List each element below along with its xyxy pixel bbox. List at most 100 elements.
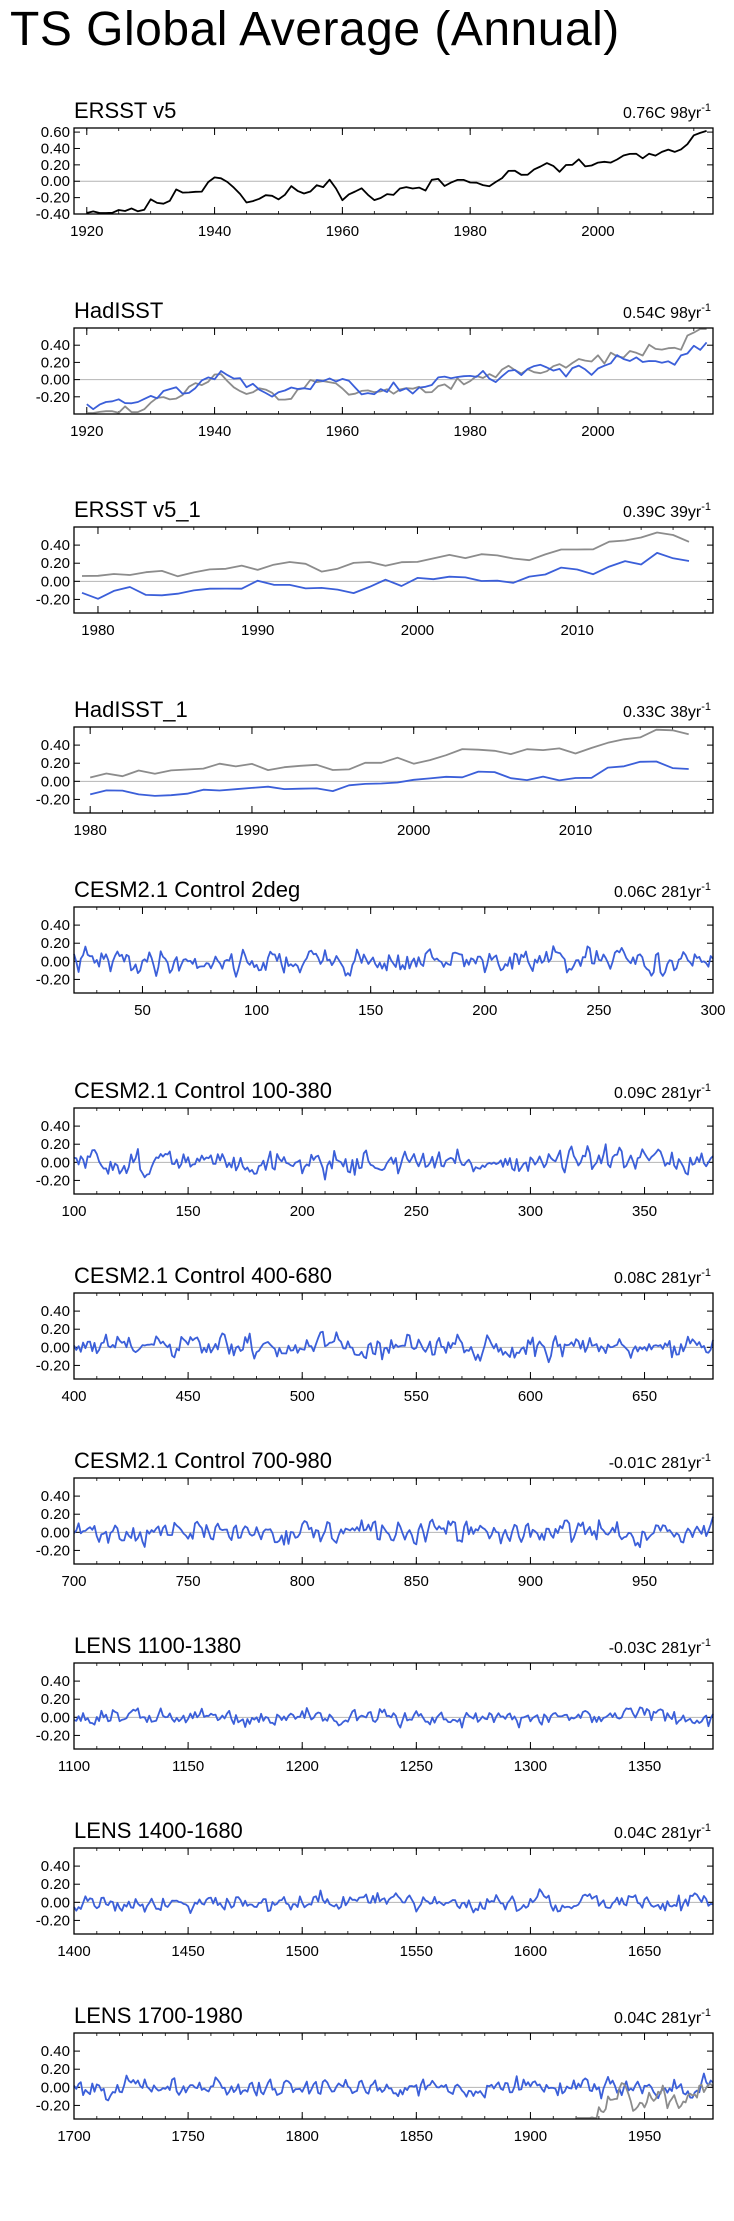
panel-title: CESM2.1 Control 400-680 xyxy=(74,1263,332,1288)
y-tick-label: 0.00 xyxy=(41,1154,70,1171)
y-tick-label: -0.20 xyxy=(36,971,70,988)
y-tick-label: 0.20 xyxy=(41,157,70,174)
y-tick-label: 0.00 xyxy=(41,1339,70,1356)
x-tick-label: 400 xyxy=(61,1388,86,1405)
panel-title: HadISST xyxy=(74,298,163,323)
x-tick-label: 600 xyxy=(518,1388,543,1405)
y-tick-label: -0.20 xyxy=(36,791,70,808)
x-tick-label: 1950 xyxy=(628,2128,661,2145)
panel-stat: 0.39C 39yr-1 xyxy=(623,501,711,521)
plot-frame xyxy=(73,2032,714,2120)
x-tick-label: 1450 xyxy=(171,1943,204,1960)
x-tick-label: 1500 xyxy=(286,1943,319,1960)
series-line-1 xyxy=(73,1888,714,1914)
x-tick-label: 1100 xyxy=(58,1758,90,1775)
y-tick-label: 0.20 xyxy=(41,354,70,371)
series-line-1 xyxy=(89,728,689,779)
panel-title: CESM2.1 Control 100-380 xyxy=(74,1078,332,1103)
panel-stat: -0.03C 281yr-1 xyxy=(609,1637,711,1657)
plot-frame xyxy=(73,127,714,215)
panel-stat: 0.33C 38yr-1 xyxy=(623,701,711,721)
y-tick-label: -0.20 xyxy=(36,1542,70,1559)
x-tick-label: 850 xyxy=(404,1573,429,1590)
x-tick-label: 1920 xyxy=(70,223,103,240)
panel-stat: 0.04C 281yr-1 xyxy=(614,1822,711,1842)
y-tick-label: -0.20 xyxy=(36,1357,70,1374)
series-line-2 xyxy=(86,341,708,411)
panel-title: HadISST_1 xyxy=(74,697,188,722)
panel-stat: 0.54C 98yr-1 xyxy=(623,302,711,322)
x-tick-label: 1250 xyxy=(400,1758,433,1775)
chart-panel-8: CESM2.1 Control 700-980 -0.01C 281yr-1 -0.… xyxy=(36,1448,714,1590)
x-tick-label: 750 xyxy=(176,1573,201,1590)
panel-stat: 0.76C 98yr-1 xyxy=(623,102,711,122)
y-tick-label: -0.20 xyxy=(36,1912,70,1929)
y-tick-label: -0.20 xyxy=(36,1727,70,1744)
page-title: TS Global Average (Annual) xyxy=(10,3,620,56)
panel-stat: 0.09C 281yr-1 xyxy=(614,1082,711,1102)
y-tick-label: 0.40 xyxy=(41,917,70,934)
series-line-1 xyxy=(73,1706,714,1729)
series-line-2 xyxy=(89,760,689,797)
chart-panel-2: HadISST 0.54C 98yr-1 -0.200.000.200.40 1920… xyxy=(36,298,714,440)
y-tick-label: 0.00 xyxy=(41,2079,70,2096)
x-tick-label: 1900 xyxy=(514,2128,547,2145)
y-tick-label: 0.00 xyxy=(41,372,70,389)
x-tick-label: 2000 xyxy=(581,423,614,440)
y-tick-label: 0.20 xyxy=(41,1691,70,1708)
chart-panel-5: CESM2.1 Control 2deg 0.06C 281yr-1-0.200.… xyxy=(36,877,726,1019)
y-tick-label: 0.20 xyxy=(41,1506,70,1523)
x-tick-label: 300 xyxy=(700,1002,725,1019)
x-tick-label: 1150 xyxy=(172,1758,204,1775)
y-tick-label: 0.40 xyxy=(41,1673,70,1690)
x-tick-label: 1400 xyxy=(57,1943,90,1960)
x-tick-label: 2010 xyxy=(561,622,594,639)
series-line-1 xyxy=(73,1516,714,1549)
chart-panel-11: LENS 1700-1980 0.04C 281yr-1 -0.200.000.20… xyxy=(36,2003,714,2145)
y-tick-label: 0.20 xyxy=(41,1136,70,1153)
chart-panel-1: ERSST v5 0.76C 98yr-1-0.40-0.200.000.200.… xyxy=(36,98,714,240)
panel-stat: -0.01C 281yr-1 xyxy=(609,1452,711,1472)
x-tick-label: 1960 xyxy=(326,223,359,240)
plot-frame xyxy=(73,906,714,994)
series-line-1 xyxy=(81,531,690,578)
y-tick-label: 0.00 xyxy=(41,1524,70,1541)
y-tick-label: 0.00 xyxy=(41,953,70,970)
x-tick-label: 1990 xyxy=(235,822,268,839)
y-tick-label: 0.40 xyxy=(41,2043,70,2060)
panel-title: LENS 1700-1980 xyxy=(74,2003,243,2028)
y-tick-label: -0.20 xyxy=(36,190,70,207)
y-tick-label: 0.40 xyxy=(41,537,70,554)
chart-panel-9: LENS 1100-1380 -0.03C 281yr-1 -0.200.000.2… xyxy=(36,1633,714,1775)
chart-panel-3: ERSST v5_1 0.39C 39yr-1 -0.200.000.200.40 1… xyxy=(36,497,714,639)
y-tick-label: 0.20 xyxy=(41,1876,70,1893)
y-tick-label: -0.20 xyxy=(36,2097,70,2114)
chart-panel-6: CESM2.1 Control 100-380 0.09C 281yr-1 -0.2… xyxy=(36,1078,714,1220)
panel-title: LENS 1400-1680 xyxy=(74,1818,243,1843)
x-tick-label: 1980 xyxy=(73,822,106,839)
series-line-1 xyxy=(86,130,707,214)
plot-frame xyxy=(73,1847,714,1935)
y-tick-label: -0.20 xyxy=(36,591,70,608)
plot-frame xyxy=(73,1292,714,1380)
x-tick-label: 200 xyxy=(290,1203,315,1220)
series-line-2 xyxy=(576,2082,714,2119)
x-tick-label: 50 xyxy=(134,1002,151,1019)
x-tick-label: 650 xyxy=(632,1388,657,1405)
x-tick-label: 450 xyxy=(176,1388,201,1405)
x-tick-label: 300 xyxy=(518,1203,543,1220)
y-tick-label: 0.00 xyxy=(41,773,70,790)
x-tick-label: 1300 xyxy=(514,1758,547,1775)
y-tick-label: 0.00 xyxy=(41,173,70,190)
plot-frame xyxy=(73,726,714,814)
x-tick-label: 800 xyxy=(290,1573,315,1590)
x-tick-label: 2010 xyxy=(559,822,592,839)
y-tick-label: 0.40 xyxy=(41,1118,70,1135)
chart-panel-7: CESM2.1 Control 400-680 0.08C 281yr-1 -0.2… xyxy=(36,1263,714,1405)
x-tick-label: 1800 xyxy=(286,2128,319,2145)
y-tick-label: 0.20 xyxy=(41,755,70,772)
x-tick-label: 900 xyxy=(518,1573,543,1590)
x-tick-label: 2000 xyxy=(397,822,430,839)
plot-frame xyxy=(73,1662,714,1750)
